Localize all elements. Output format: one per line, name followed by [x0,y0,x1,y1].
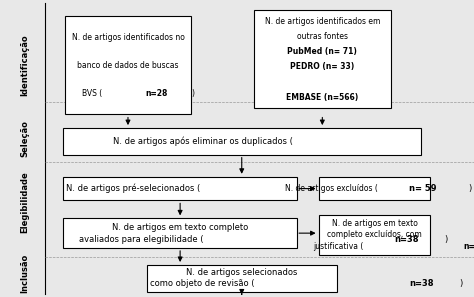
Text: N. de artigos após eliminar os duplicados (: N. de artigos após eliminar os duplicado… [113,137,292,146]
Text: N. de artigos identificados em: N. de artigos identificados em [264,17,380,26]
FancyBboxPatch shape [63,128,420,155]
Text: ): ) [468,184,471,193]
Text: N. de artigos pré-selecionados (: N. de artigos pré-selecionados ( [66,184,201,193]
Text: N. de artigos em texto: N. de artigos em texto [331,219,418,228]
Text: BVS (: BVS ( [82,89,102,98]
Text: PubMed (n= 71): PubMed (n= 71) [287,47,357,56]
Text: completo excluídos, com: completo excluídos, com [327,230,422,239]
Text: n=22: n=22 [464,241,474,251]
Text: N. de artigos excluídos (n=562): N. de artigos excluídos (n=562) [314,184,435,193]
Text: Seleção: Seleção [20,120,29,157]
Text: N. de artigos após eliminar os duplicados (n=77): N. de artigos após eliminar os duplicado… [138,137,345,146]
Text: N. de artigos identificados no: N. de artigos identificados no [72,33,184,42]
FancyBboxPatch shape [319,177,430,200]
Text: Inclusão: Inclusão [20,254,29,293]
Text: EMBASE (n=566): EMBASE (n=566) [286,93,358,102]
Text: n=28: n=28 [146,89,168,98]
FancyBboxPatch shape [63,177,298,200]
FancyBboxPatch shape [147,265,337,292]
Text: como objeto de revisão (n=38): como objeto de revisão (n=38) [176,279,307,288]
Text: BVS (n=28): BVS (n=28) [106,89,150,98]
FancyBboxPatch shape [65,16,191,114]
Text: como objeto de revisão (: como objeto de revisão ( [150,279,255,288]
FancyBboxPatch shape [63,218,298,248]
Text: Identificação: Identificação [20,34,29,96]
FancyBboxPatch shape [254,10,391,108]
Text: PEDRO (n= 33): PEDRO (n= 33) [290,62,355,72]
Text: Elegibilidade: Elegibilidade [20,171,29,233]
Text: banco de dados de buscas: banco de dados de buscas [77,61,179,70]
Text: N. de artigos excluídos (: N. de artigos excluídos ( [285,184,378,193]
Text: n=38: n=38 [410,279,434,288]
Text: avaliados para elegibilidade (n=38): avaliados para elegibilidade (n=38) [105,235,255,244]
Text: n=38: n=38 [395,235,419,244]
Text: ): ) [445,235,447,244]
Text: N. de artigos em texto completo: N. de artigos em texto completo [112,223,248,232]
Text: n= 59: n= 59 [409,184,437,193]
FancyBboxPatch shape [319,214,430,255]
Text: N. de artigos selecionados: N. de artigos selecionados [186,268,297,277]
Text: ): ) [459,279,462,288]
Text: outras fontes: outras fontes [297,32,348,41]
Text: justificativa (n=22): justificativa (n=22) [337,241,411,251]
Text: avaliados para elegibilidade (: avaliados para elegibilidade ( [79,235,203,244]
Text: ): ) [191,89,194,98]
Text: justificativa (: justificativa ( [313,241,364,251]
Text: N. de artigos pré-selecionados (n= 59): N. de artigos pré-selecionados (n= 59) [99,184,262,193]
